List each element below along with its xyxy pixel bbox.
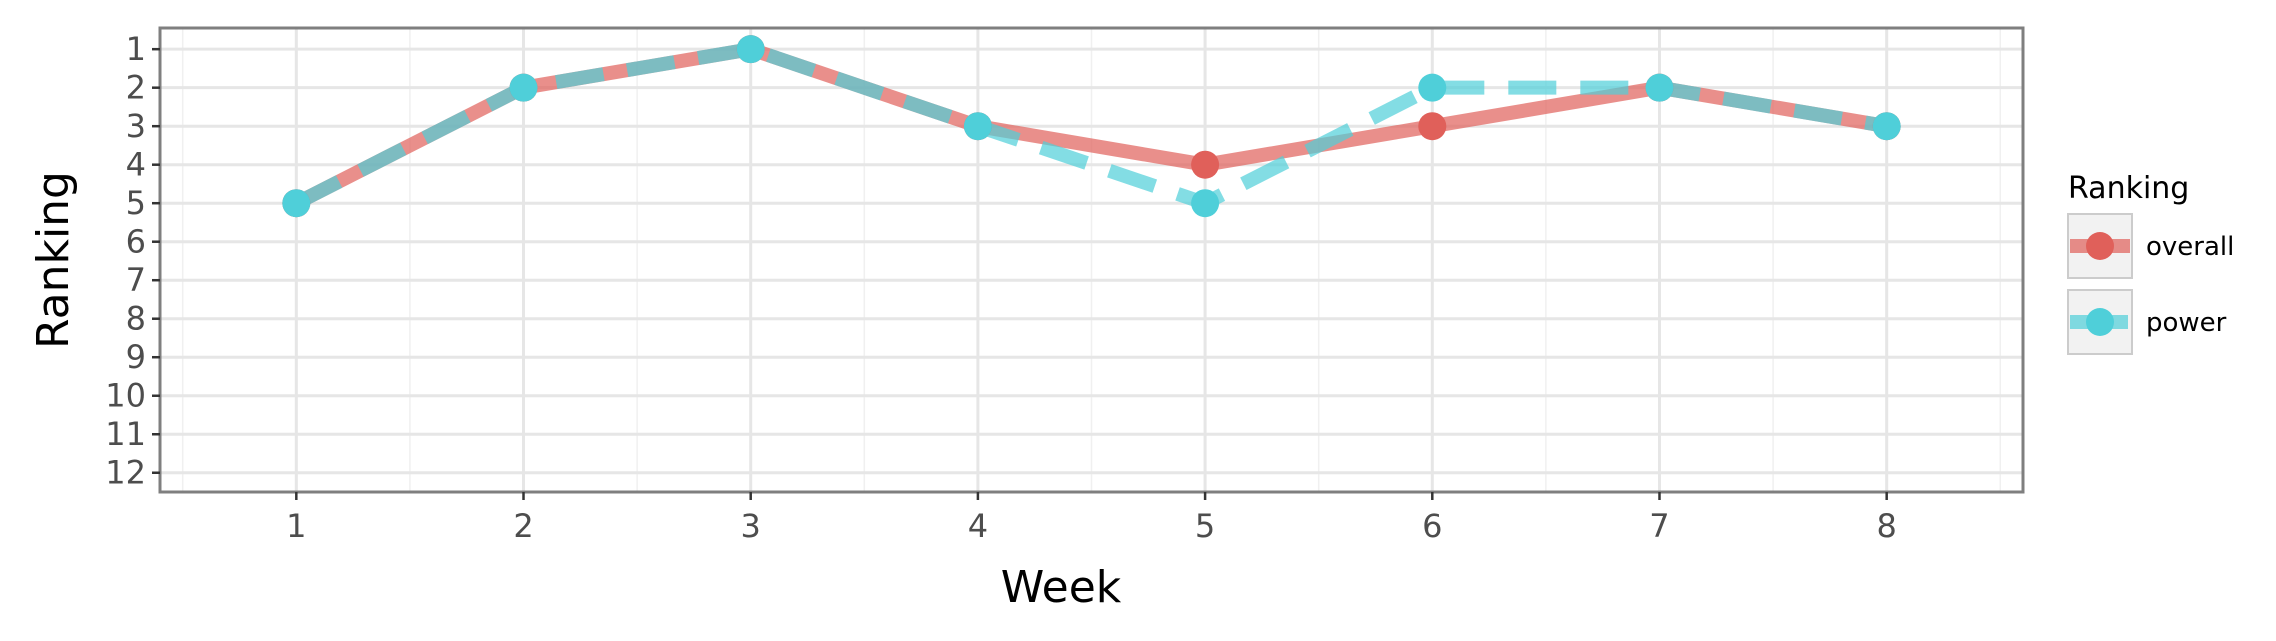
data-point-power — [1872, 112, 1901, 141]
data-point-power — [1191, 189, 1220, 218]
x-axis-ticks: 1 2 3 4 5 6 7 8 — [286, 492, 1897, 545]
data-point-power — [736, 35, 765, 64]
x-tick-label: 3 — [741, 507, 761, 545]
data-point-power — [963, 112, 992, 141]
y-tick-label: 10 — [105, 377, 146, 415]
x-axis-title: Week — [1001, 562, 1122, 613]
x-tick-label: 7 — [1649, 507, 1669, 545]
y-tick-label: 5 — [126, 184, 146, 222]
y-axis-title: Ranking — [28, 171, 79, 349]
data-point-power — [282, 189, 311, 218]
x-tick-label: 5 — [1195, 507, 1215, 545]
data-point-power — [1418, 73, 1447, 102]
y-tick-label: 4 — [126, 146, 146, 184]
y-tick-label: 6 — [126, 223, 146, 261]
y-tick-label: 2 — [126, 69, 146, 107]
data-point-overall — [1191, 150, 1220, 179]
series-layer — [282, 35, 1901, 218]
y-tick-label: 1 — [126, 30, 146, 68]
y-tick-label: 3 — [126, 107, 146, 145]
y-tick-label: 12 — [105, 454, 146, 492]
legend-label-power: power — [2146, 308, 2227, 338]
grid-lines — [160, 28, 2023, 492]
y-tick-label: 11 — [105, 415, 146, 453]
x-tick-label: 2 — [513, 507, 533, 545]
legend-title: Ranking — [2068, 171, 2189, 206]
x-tick-label: 4 — [968, 507, 988, 545]
legend-label-overall: overall — [2146, 232, 2234, 262]
legend: Ranking overall power — [2067, 171, 2234, 355]
panel-border — [158, 26, 2025, 494]
y-tick-label: 8 — [126, 300, 146, 338]
legend-point-overall — [2086, 232, 2114, 260]
data-point-overall — [1418, 112, 1447, 141]
y-tick-label: 7 — [126, 261, 146, 299]
x-tick-label: 1 — [286, 507, 306, 545]
data-point-power — [1645, 73, 1674, 102]
y-tick-label: 9 — [126, 338, 146, 376]
data-point-power — [509, 73, 538, 102]
x-tick-label: 8 — [1877, 507, 1897, 545]
legend-point-power — [2086, 308, 2114, 336]
x-tick-label: 6 — [1422, 507, 1442, 545]
series-line-power — [293, 42, 1888, 211]
